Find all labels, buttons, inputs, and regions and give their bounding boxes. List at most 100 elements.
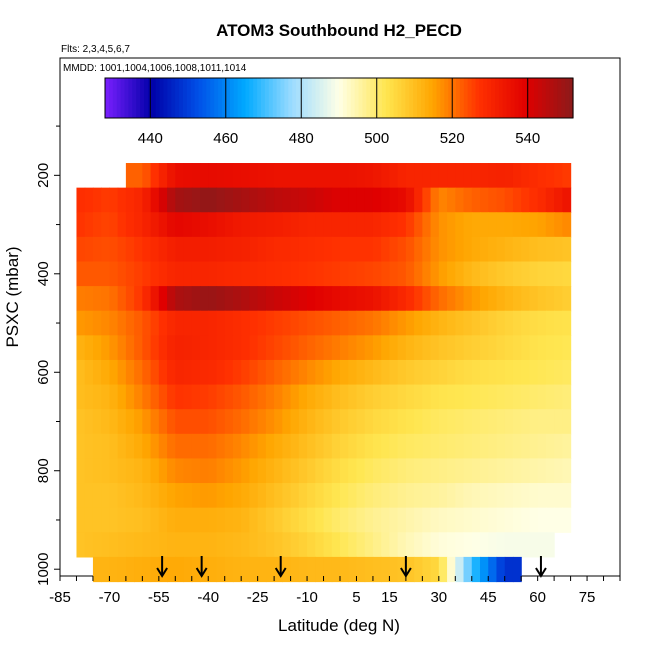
heatmap-cell xyxy=(216,163,226,189)
heatmap-cell xyxy=(224,236,234,263)
heatmap-cell xyxy=(455,310,465,336)
colorbar-segment xyxy=(144,78,149,118)
heatmap-cell xyxy=(216,483,226,509)
heatmap-cell xyxy=(232,261,242,287)
heatmap-cell xyxy=(158,409,168,435)
heatmap-cell xyxy=(512,236,522,263)
heatmap-cell xyxy=(496,458,506,484)
heatmap-cell xyxy=(521,187,531,213)
heatmap-cell xyxy=(101,433,111,460)
heatmap-cell xyxy=(200,310,209,336)
heatmap-cell xyxy=(134,507,143,533)
heatmap-cell xyxy=(290,212,300,238)
heatmap-cell xyxy=(422,458,432,484)
heatmap-cell xyxy=(422,384,432,410)
heatmap-cell xyxy=(521,483,531,509)
heatmap-cell xyxy=(117,212,127,238)
heatmap-cell xyxy=(216,236,226,263)
heatmap-cell xyxy=(175,286,185,312)
heatmap-cell xyxy=(430,187,440,213)
heatmap-cell xyxy=(331,483,341,509)
heatmap-cell xyxy=(167,335,176,361)
heatmap-cell xyxy=(175,458,185,484)
heatmap-cell xyxy=(414,187,423,213)
heatmap-cell xyxy=(331,236,341,263)
heatmap-cell xyxy=(545,507,555,533)
heatmap-cell xyxy=(405,507,415,533)
colorbar-segment xyxy=(105,78,110,118)
heatmap-cell xyxy=(109,359,119,386)
heatmap-cell xyxy=(455,212,465,238)
heatmap-cell xyxy=(142,212,152,238)
heatmap-cell xyxy=(389,556,399,583)
heatmap-cell xyxy=(529,187,539,213)
colorbar-segment xyxy=(405,78,410,118)
heatmap-cell xyxy=(397,310,407,336)
heatmap-cell xyxy=(364,187,374,213)
heatmap-cell xyxy=(232,335,242,361)
heatmap-cell xyxy=(463,483,473,509)
heatmap-cell xyxy=(76,532,86,558)
heatmap-cell xyxy=(512,310,522,336)
heatmap-cell xyxy=(298,187,308,213)
heatmap-cell xyxy=(282,359,292,386)
heatmap-cell xyxy=(265,310,275,336)
heatmap-cell xyxy=(125,212,135,238)
heatmap-cell xyxy=(175,532,185,558)
heatmap-cell xyxy=(175,310,185,336)
heatmap-cell xyxy=(241,433,251,460)
heatmap-cell xyxy=(562,236,572,263)
colorbar-segment xyxy=(292,78,297,118)
heatmap-cell xyxy=(290,187,300,213)
heatmap-cell xyxy=(422,507,432,533)
heatmap-cell xyxy=(257,286,267,312)
heatmap-cell xyxy=(422,163,432,189)
heatmap-cell xyxy=(471,163,481,189)
heatmap-cell xyxy=(175,359,185,386)
heatmap-cell xyxy=(191,286,201,312)
heatmap-cell xyxy=(455,286,465,312)
heatmap-cell xyxy=(76,187,86,213)
heatmap-cell xyxy=(496,335,506,361)
heatmap-cell xyxy=(397,359,407,386)
heatmap-cell xyxy=(282,212,292,238)
heatmap-cell xyxy=(480,532,489,558)
heatmap-cell xyxy=(216,261,226,287)
heatmap-cell xyxy=(447,409,456,435)
y-tick-label: 1000 xyxy=(35,553,52,586)
heatmap-cell xyxy=(480,187,489,213)
heatmap-cell xyxy=(471,507,481,533)
heatmap-cell xyxy=(430,556,440,583)
heatmap-cell xyxy=(554,359,563,386)
heatmap-cell xyxy=(504,458,514,484)
colorbar-segment xyxy=(136,78,141,118)
heatmap-cell xyxy=(109,310,119,336)
heatmap-cell xyxy=(422,359,432,386)
heatmap-cell xyxy=(134,409,143,435)
heatmap-cell xyxy=(512,458,522,484)
y-axis-label: PSXC (mbar) xyxy=(3,246,22,347)
heatmap-cell xyxy=(488,409,498,435)
colorbar-tick-label: 540 xyxy=(515,130,540,147)
heatmap-cell xyxy=(92,261,102,287)
heatmap-cell xyxy=(307,409,316,435)
heatmap-cell xyxy=(208,310,218,336)
heatmap-cell xyxy=(315,187,325,213)
heatmap-cell xyxy=(562,483,572,509)
heatmap-cell xyxy=(372,556,382,583)
x-axis-label: Latitude (deg N) xyxy=(278,616,400,635)
heatmap-cell xyxy=(529,507,539,533)
heatmap-cell xyxy=(372,409,382,435)
heatmap-cell xyxy=(562,384,572,410)
heatmap-cell xyxy=(175,507,185,533)
heatmap-cell xyxy=(76,286,86,312)
heatmap-cell xyxy=(158,359,168,386)
heatmap-cell xyxy=(480,163,489,189)
heatmap-cell xyxy=(167,556,176,583)
heatmap-cell xyxy=(290,433,300,460)
colorbar-segment xyxy=(569,78,574,118)
heatmap-cell xyxy=(232,433,242,460)
heatmap-cell xyxy=(348,187,358,213)
heatmap-cell xyxy=(117,458,127,484)
heatmap-cell xyxy=(241,187,251,213)
